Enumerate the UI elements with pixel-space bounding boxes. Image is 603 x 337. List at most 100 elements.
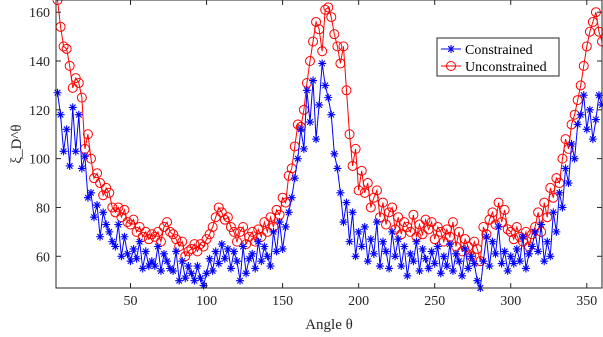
- data-point-constrained: [196, 274, 205, 283]
- data-point-unconstrained: [195, 239, 206, 250]
- data-point-constrained: [120, 232, 129, 241]
- data-point-unconstrained: [216, 207, 227, 218]
- data-point-unconstrained: [499, 204, 510, 215]
- legend: Constrained Unconstrained: [436, 37, 560, 77]
- data-point-unconstrained: [219, 214, 230, 225]
- data-point-constrained: [400, 242, 409, 251]
- data-point-unconstrained: [110, 207, 121, 218]
- data-point-constrained: [458, 271, 467, 280]
- data-point-unconstrained: [502, 224, 513, 235]
- data-point-unconstrained: [417, 229, 428, 240]
- data-point-constrained: [524, 249, 533, 258]
- y-tick-label: 160: [29, 6, 50, 21]
- data-point-constrained: [448, 266, 457, 275]
- data-point-constrained: [132, 254, 141, 263]
- data-point-unconstrained: [89, 173, 100, 184]
- data-point-constrained: [305, 118, 314, 127]
- data-point-constrained: [90, 213, 99, 222]
- data-point-unconstrained: [171, 234, 182, 245]
- data-point-unconstrained: [61, 43, 72, 54]
- x-tick-label: 200: [348, 294, 369, 309]
- data-point-constrained: [385, 264, 394, 273]
- y-tick-label: 120: [29, 104, 50, 119]
- data-point-constrained: [488, 237, 497, 246]
- x-axis-label: Angle θ: [305, 317, 353, 333]
- data-point-constrained: [59, 147, 68, 156]
- data-point-constrained: [181, 274, 190, 283]
- data-point-constrained: [336, 188, 345, 197]
- data-point-constrained: [552, 227, 561, 236]
- data-point-unconstrained: [253, 224, 264, 235]
- data-point-constrained: [242, 269, 251, 278]
- data-point-unconstrained: [384, 207, 395, 218]
- data-point-unconstrained: [405, 226, 416, 237]
- data-point-unconstrained: [283, 170, 294, 181]
- data-point-constrained: [275, 218, 284, 227]
- data-point-unconstrained: [207, 221, 218, 232]
- data-point-unconstrained: [247, 226, 258, 237]
- data-point-unconstrained: [280, 197, 291, 208]
- data-point-constrained: [528, 242, 537, 251]
- data-point-unconstrained: [587, 16, 598, 27]
- data-point-unconstrained: [323, 2, 334, 13]
- data-point-unconstrained: [545, 182, 556, 193]
- data-point-unconstrained: [551, 173, 562, 184]
- data-point-constrained: [558, 203, 567, 212]
- data-point-unconstrained: [116, 212, 127, 223]
- data-point-unconstrained: [146, 229, 157, 240]
- data-point-constrained: [269, 227, 278, 236]
- data-point-unconstrained: [438, 236, 449, 247]
- data-point-unconstrained: [542, 212, 553, 223]
- data-point-constrained: [62, 125, 71, 134]
- data-point-constrained: [251, 264, 260, 273]
- data-point-constrained: [96, 232, 105, 241]
- data-point-unconstrained: [460, 234, 471, 245]
- axes-layer: 50 100 150 200 250 300 350 60 80 100 120 140 160: [29, 0, 602, 309]
- data-point-unconstrained: [192, 246, 203, 257]
- data-point-constrained: [546, 252, 555, 261]
- data-point-unconstrained: [399, 217, 410, 228]
- data-point-constrained: [351, 252, 360, 261]
- data-point-unconstrained: [390, 224, 401, 235]
- data-point-constrained: [266, 262, 275, 271]
- data-point-unconstrained: [527, 229, 538, 240]
- data-point-constrained: [293, 154, 302, 163]
- data-point-constrained: [202, 269, 211, 278]
- data-point-constrained: [512, 244, 521, 253]
- data-point-constrained: [369, 249, 378, 258]
- data-point-unconstrained: [426, 217, 437, 228]
- data-point-unconstrained: [560, 134, 571, 145]
- data-point-constrained: [281, 222, 290, 231]
- y-axis-label: ξ_D^θ: [9, 124, 25, 163]
- data-point-unconstrained: [423, 224, 434, 235]
- data-point-constrained: [169, 266, 178, 275]
- y-tick-label: 100: [29, 153, 50, 168]
- data-point-constrained: [223, 244, 232, 253]
- data-point-constrained: [403, 271, 412, 280]
- data-point-constrained: [561, 164, 570, 173]
- data-point-unconstrained: [113, 202, 124, 213]
- data-point-constrained: [363, 257, 372, 266]
- data-point-unconstrained: [377, 197, 388, 208]
- data-point-unconstrained: [341, 85, 352, 96]
- data-point-constrained: [473, 276, 482, 285]
- legend-marker-unconstrained: [446, 61, 456, 71]
- data-point-unconstrained: [557, 153, 568, 164]
- data-point-constrained: [290, 174, 299, 183]
- data-point-constrained: [126, 257, 135, 266]
- data-point-constrained: [263, 252, 272, 261]
- data-point-constrained: [150, 262, 159, 271]
- data-point-constrained: [114, 220, 123, 229]
- data-point-constrained: [153, 242, 162, 251]
- data-point-unconstrained: [402, 221, 413, 232]
- data-point-unconstrained: [454, 226, 465, 237]
- data-point-constrained: [521, 264, 530, 273]
- data-point-unconstrained: [478, 221, 489, 232]
- data-point-unconstrained: [213, 202, 224, 213]
- data-point-unconstrained: [85, 153, 96, 164]
- data-point-unconstrained: [472, 243, 483, 254]
- data-point-constrained: [236, 276, 245, 285]
- data-point-unconstrained: [314, 24, 325, 35]
- data-point-constrained: [433, 242, 442, 251]
- data-point-constrained: [93, 201, 102, 210]
